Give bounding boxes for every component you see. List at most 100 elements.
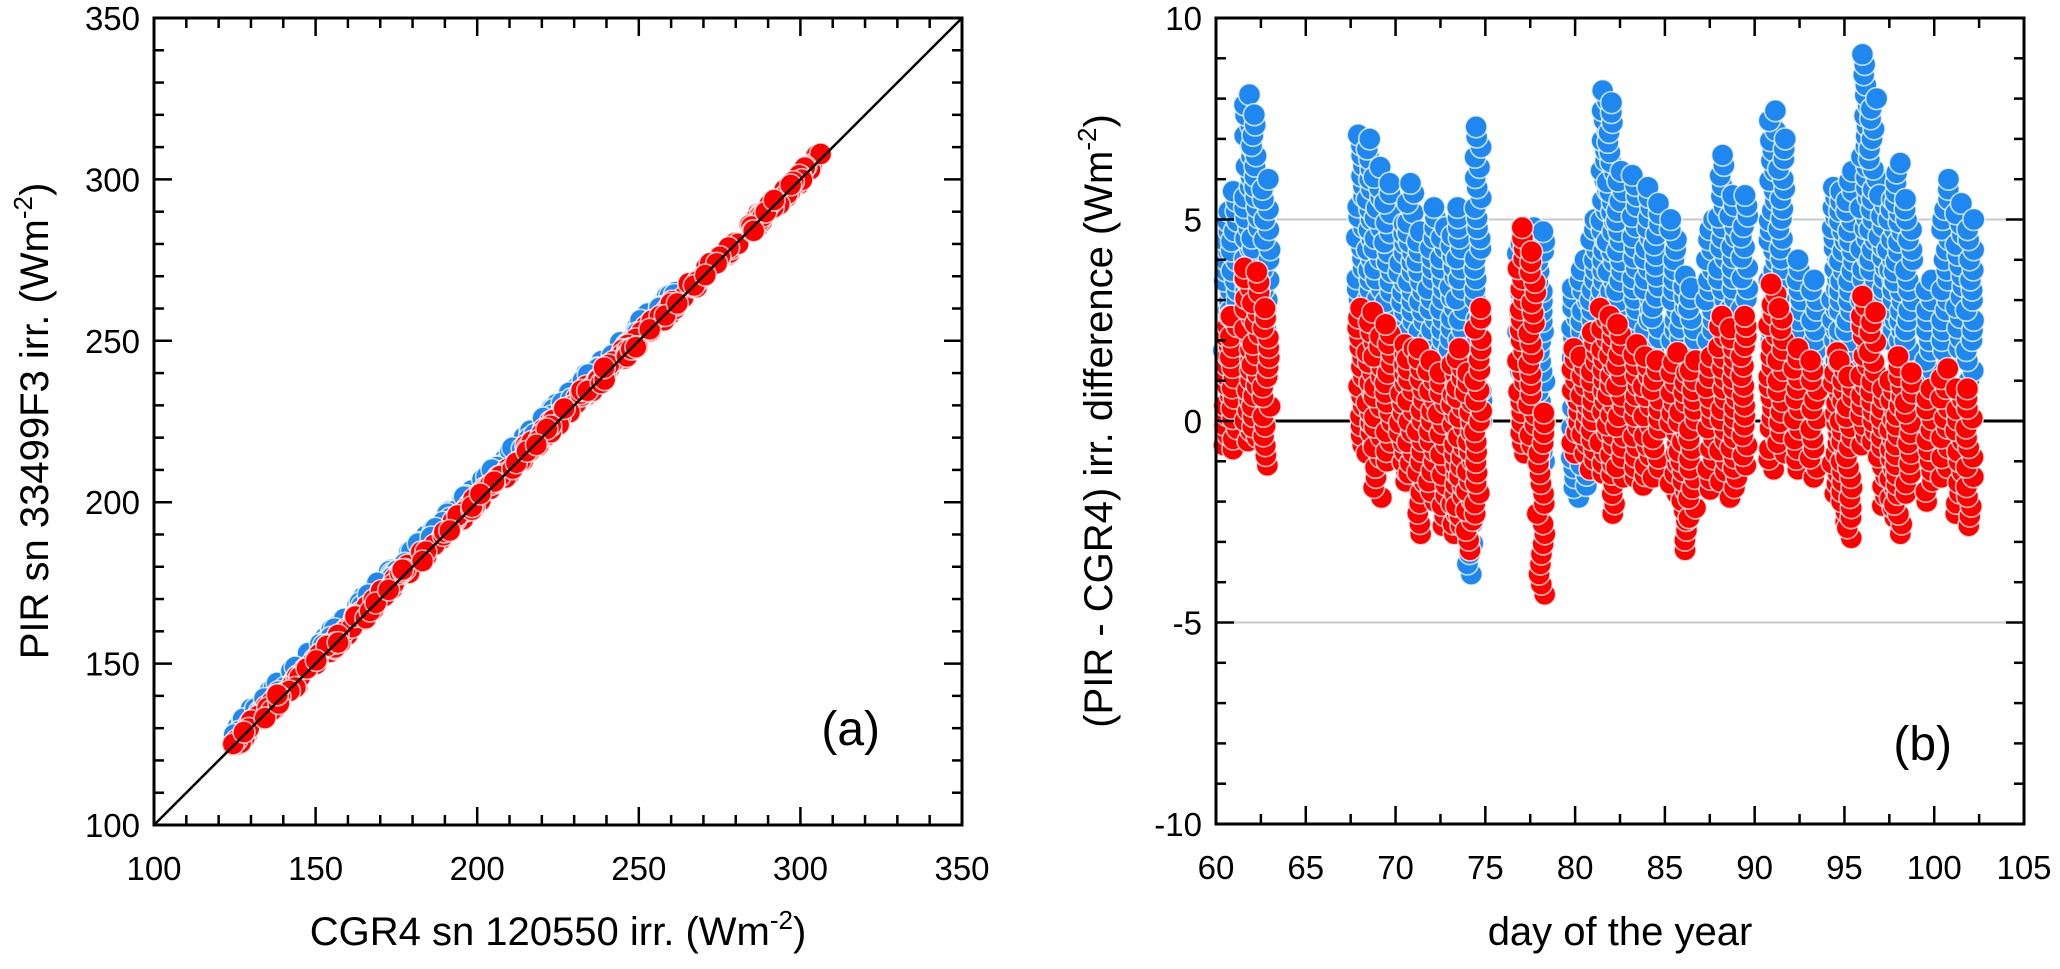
red-point (1886, 344, 1910, 369)
a-y-tick-label: 100 (85, 807, 140, 844)
a-x-tick-label: 350 (934, 850, 989, 887)
panel-b-label: (b) (1893, 718, 1952, 771)
red-point (1899, 360, 1924, 385)
b-y-tick-label: -10 (1154, 806, 1202, 843)
a-y-tick-label: 150 (85, 646, 140, 683)
a-x-tick-label: 300 (773, 850, 828, 887)
blue-point (1733, 183, 1757, 208)
blue-point (1237, 82, 1262, 107)
panel-a-tick-labels: 100 150 200 250 300 350 100 150 200 250 300 350 (85, 0, 990, 887)
red-point (1532, 401, 1556, 425)
red-point (741, 219, 766, 243)
blue-point (1464, 115, 1488, 139)
panel-b-scatter: 60 65 70 75 80 85 90 95 100 105 -10 -5 0 5 10 (b) day … (1072, 0, 2052, 954)
red-point (1447, 336, 1472, 361)
blue-point (1710, 143, 1735, 167)
panel-b-y-axis-title-end: ) (1077, 114, 1121, 127)
b-x-tick-label: 75 (1467, 849, 1504, 886)
a-y-tick-label: 300 (85, 161, 140, 198)
blue-point (1357, 127, 1382, 151)
red-point (1373, 312, 1398, 337)
blue-point (1773, 127, 1798, 151)
b-x-tick-label: 60 (1198, 849, 1235, 886)
blue-point (1949, 191, 1974, 216)
red-point (1519, 239, 1544, 264)
panel-a-y-axis-title-sup: -2 (8, 196, 38, 219)
b-x-tick-label: 100 (1907, 849, 1962, 886)
blue-point (1936, 167, 1961, 191)
red-point (1936, 356, 1960, 381)
panel-b-y-axis-title-sup: -2 (1072, 128, 1102, 151)
panel-a-points (220, 142, 833, 757)
b-y-tick-label: 5 (1184, 202, 1202, 239)
panel-a-label: (a) (821, 703, 880, 756)
blue-point (1398, 171, 1423, 196)
a-x-tick-label: 100 (126, 850, 181, 887)
blue-point (1888, 151, 1913, 175)
b-x-tick-label: 95 (1826, 849, 1863, 886)
red-point (1863, 300, 1888, 324)
red-point (1468, 296, 1493, 320)
red-point (1245, 260, 1269, 284)
panel-a-y-axis-title: PIR sn 33499F3 irr. (Wm-2) (8, 183, 57, 660)
red-point (1850, 284, 1875, 308)
panel-b-points (1211, 42, 1986, 607)
panel-a-ticks (152, 16, 964, 827)
blue-point (1531, 219, 1555, 244)
b-x-tick-label: 80 (1557, 849, 1594, 886)
blue-point (1850, 42, 1875, 67)
red-point (592, 355, 616, 380)
panel-a-x-axis-title-sup: -2 (770, 905, 793, 935)
panel-b-x-axis-title: day of the year (1488, 910, 1753, 954)
panel-b-y-axis-title: (PIR - CGR4) irr. difference (Wm-2) (1072, 114, 1121, 728)
blue-point (1893, 187, 1918, 212)
red-point (1955, 376, 1980, 401)
a-y-tick-label: 200 (85, 484, 140, 521)
red-point (762, 188, 786, 212)
b-x-tick-label: 65 (1287, 849, 1324, 886)
b-y-tick-label: -5 (1173, 605, 1202, 642)
panel-a-y-axis-title-end: ) (13, 183, 57, 196)
red-point (304, 648, 329, 673)
a-y-tick-label: 350 (85, 0, 140, 37)
b-y-tick-label: 10 (1165, 0, 1202, 37)
red-point (552, 396, 577, 421)
blue-point (1658, 207, 1683, 232)
red-point (624, 335, 648, 359)
blue-point (1864, 86, 1889, 111)
blue-point (1786, 247, 1810, 272)
a-x-tick-label: 200 (450, 850, 505, 887)
blue-point (1599, 90, 1624, 115)
red-point (468, 482, 493, 506)
red-point (390, 557, 415, 582)
red-point (265, 683, 290, 707)
b-x-tick-label: 90 (1736, 849, 1773, 886)
a-x-tick-label: 250 (611, 850, 666, 887)
panel-a-scatter: 100 150 200 250 300 350 100 150 200 250 300 350 (a)… (8, 0, 990, 954)
blue-point (1802, 268, 1827, 292)
blue-point (1646, 191, 1671, 216)
panel-b-y-axis-title-text: (PIR - CGR4) irr. difference (Wm (1077, 151, 1121, 728)
blue-point (1242, 102, 1267, 127)
panel-a-plot-frame (152, 16, 964, 827)
red-point (1759, 272, 1783, 296)
red-point (1767, 296, 1791, 320)
red-point (1253, 296, 1277, 320)
one-to-one-line (153, 17, 963, 826)
panel-b-tick-labels: 60 65 70 75 80 85 90 95 100 105 -10 -5 0 5 10 (1154, 0, 2051, 886)
b-x-tick-label: 85 (1647, 849, 1684, 886)
red-point (253, 706, 277, 730)
blue-point (1422, 195, 1446, 220)
blue-point (1256, 167, 1281, 191)
red-point (232, 720, 256, 744)
panel-a-x-axis-title-end: ) (793, 910, 806, 954)
red-point (1510, 215, 1535, 240)
red-point (1605, 312, 1630, 337)
blue-point (1763, 98, 1788, 123)
b-x-tick-label: 105 (1996, 849, 2051, 886)
b-y-tick-label: 0 (1184, 403, 1202, 440)
red-point (1798, 348, 1823, 373)
panel-a-x-axis-title-text: CGR4 sn 120550 irr. (Wm (310, 910, 770, 954)
red-point (778, 173, 803, 197)
